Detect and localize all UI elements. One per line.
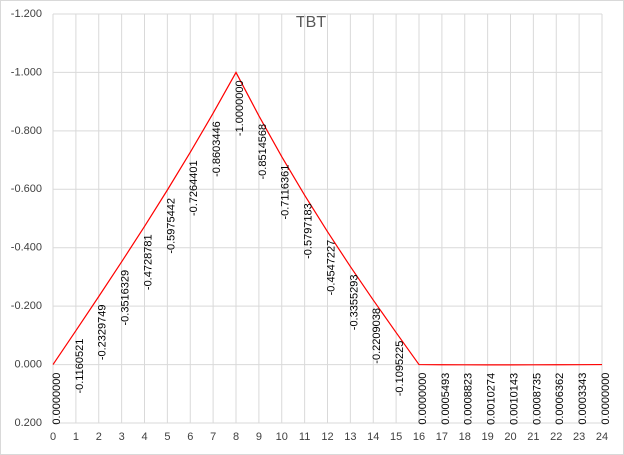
x-tick-label: 19 (482, 431, 494, 443)
data-label: 0.0006362 (554, 373, 566, 425)
x-tick-label: 12 (321, 431, 333, 443)
data-label: -0.7264401 (188, 160, 200, 216)
data-label: -0.2329749 (97, 305, 109, 361)
data-label: -0.1095225 (394, 341, 406, 397)
chart-title: TBT (296, 14, 326, 31)
x-tick-label: 4 (141, 431, 147, 443)
x-tick-label: 17 (436, 431, 448, 443)
x-tick-label: 16 (413, 431, 425, 443)
x-tick-label: 9 (256, 431, 262, 443)
data-label: 0.0010274 (486, 373, 498, 425)
y-tick-label: -1.200 (11, 8, 42, 20)
data-label: -0.2209038 (371, 308, 383, 364)
y-tick-label: 0.200 (14, 417, 42, 429)
x-tick-label: 3 (119, 431, 125, 443)
data-label: 0.0005493 (440, 373, 452, 425)
x-tick-label: 7 (210, 431, 216, 443)
x-tick-label: 13 (344, 431, 356, 443)
data-label: -1.0000000 (234, 80, 246, 136)
data-label: -0.1160521 (74, 339, 86, 394)
data-label: -0.3516329 (120, 270, 132, 326)
x-tick-label: 24 (596, 431, 608, 443)
y-tick-label: -0.600 (11, 183, 42, 195)
x-tick-label: 23 (573, 431, 585, 443)
data-label: -0.4728781 (142, 234, 154, 290)
data-label: 0.0000000 (417, 373, 429, 425)
x-tick-label: 21 (527, 431, 539, 443)
data-label: -0.8514568 (257, 124, 269, 180)
data-label: 0.0008735 (531, 373, 543, 425)
x-tick-label: 6 (187, 431, 193, 443)
data-label: -0.3355293 (348, 275, 360, 331)
x-tick-label: 0 (50, 431, 56, 443)
y-tick-label: -0.400 (11, 242, 42, 254)
x-tick-label: 5 (164, 431, 170, 443)
x-tick-label: 11 (299, 431, 310, 443)
data-label: -0.4547227 (325, 240, 337, 296)
data-label: 0.0000000 (51, 373, 63, 425)
x-tick-label: 18 (459, 431, 471, 443)
data-line (52, 71, 603, 366)
y-tick-label: -0.200 (11, 300, 42, 312)
data-label: 0.0008823 (463, 373, 475, 425)
data-label: 0.0010143 (508, 373, 520, 425)
x-tick-label: 22 (550, 431, 562, 443)
x-tick-label: 8 (233, 431, 239, 443)
x-tick-label: 15 (390, 431, 402, 443)
data-label: -0.5797183 (303, 203, 315, 259)
x-tick-label: 20 (504, 431, 516, 443)
data-label: 0.0000000 (600, 373, 612, 425)
x-tick-label: 10 (276, 431, 288, 443)
x-tick-label: 14 (367, 431, 379, 443)
data-label: 0.0003343 (577, 373, 589, 425)
x-tick-label: 1 (73, 431, 79, 443)
y-tick-label: 0.000 (14, 358, 42, 370)
data-label: -0.8603446 (211, 121, 223, 177)
data-label: -0.7116361 (280, 165, 292, 220)
y-tick-label: -0.800 (11, 125, 42, 137)
data-label: -0.5975442 (165, 198, 177, 254)
x-tick-label: 2 (96, 431, 102, 443)
y-tick-label: -1.000 (11, 66, 42, 78)
